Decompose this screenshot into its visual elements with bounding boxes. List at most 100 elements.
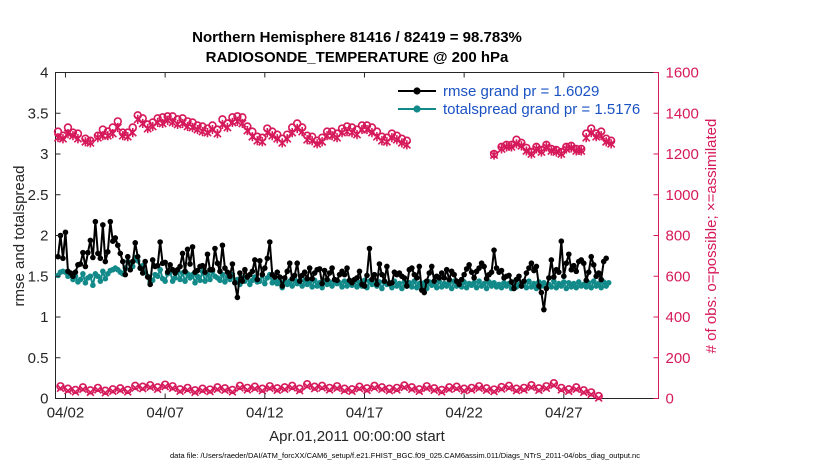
- obs-assimilated-point: [594, 394, 603, 403]
- obs-possible-point: [370, 381, 379, 391]
- obs-assimilated-point: [402, 140, 412, 150]
- x-tick-label: 04/02: [47, 405, 85, 422]
- obs-assimilated-point: [490, 387, 499, 396]
- rmse-point: [55, 253, 61, 260]
- y-left-tick-label: 2: [40, 228, 48, 245]
- obs-assimilated-point: [312, 139, 322, 149]
- rmse-point: [259, 271, 266, 278]
- rmse-point: [309, 275, 315, 282]
- obs-assimilated-point: [602, 137, 611, 147]
- rmse-point: [334, 277, 340, 284]
- obs-possible-point: [557, 383, 566, 393]
- obs-assimilated-point: [268, 131, 277, 141]
- obs-assimilated-point: [392, 135, 402, 145]
- rmse-point: [177, 263, 183, 270]
- obs-possible-point: [56, 382, 65, 391]
- obs-assimilated-point: [138, 384, 147, 393]
- obs-possible-point: [542, 382, 551, 391]
- obs-assimilated-point: [265, 384, 274, 393]
- obs-assimilated-point: [293, 123, 302, 134]
- obs-assimilated-point: [213, 129, 222, 139]
- obs-assimilated-point: [415, 387, 424, 396]
- obs-assimilated-point: [108, 387, 117, 396]
- rmse-point: [90, 254, 96, 261]
- obs-possible-point: [280, 383, 289, 392]
- obs-possible-point: [213, 383, 222, 392]
- rmse-point: [187, 261, 193, 267]
- obs-assimilated-point: [233, 116, 242, 126]
- rmse-point: [102, 258, 109, 265]
- totalspread-point: [595, 280, 602, 287]
- obs-assimilated-point: [307, 136, 317, 146]
- totalspread-point: [541, 279, 547, 286]
- obs-possible-point: [430, 384, 439, 393]
- obs-assimilated-point: [400, 383, 409, 392]
- obs-assimilated-point: [452, 384, 461, 393]
- obs-assimilated-point: [198, 386, 207, 395]
- totalspread-point: [222, 279, 228, 285]
- obs-assimilated-point: [355, 384, 364, 393]
- rmse-point: [526, 265, 532, 271]
- rmse-point: [511, 285, 517, 292]
- rmse-point: [341, 271, 348, 278]
- obs-assimilated-point: [243, 385, 252, 394]
- rmse-point: [124, 253, 131, 260]
- obs-possible-point: [145, 381, 155, 390]
- rmse-point: [117, 250, 124, 257]
- rmse-point: [561, 273, 567, 280]
- obs-possible-point: [243, 383, 252, 393]
- rmse-point: [209, 266, 216, 273]
- rmse-point: [506, 272, 512, 279]
- obs-assimilated-point: [168, 117, 177, 128]
- obs-possible-point: [392, 383, 402, 393]
- obs-assimilated-point: [606, 139, 616, 149]
- rmse-point: [179, 250, 186, 257]
- rmse-point: [438, 270, 445, 276]
- totalspread-point: [590, 278, 597, 284]
- totalspread-point: [526, 278, 532, 284]
- rmse-point: [384, 263, 390, 270]
- obs-possible-point: [302, 380, 312, 389]
- totalspread-point: [262, 280, 268, 287]
- obs-assimilated-point: [347, 128, 357, 138]
- rmse-point: [366, 245, 373, 252]
- obs-possible-point: [534, 384, 544, 393]
- rmse-point: [257, 257, 263, 264]
- obs-assimilated-point: [512, 139, 521, 149]
- rmse-point: [199, 262, 206, 269]
- obs-assimilated-point: [572, 385, 581, 394]
- obs-assimilated-point: [288, 383, 297, 392]
- totalspread-point: [473, 284, 480, 291]
- obs-assimilated-point: [86, 138, 95, 148]
- obs-assimilated-point: [113, 122, 122, 133]
- obs-assimilated-point: [397, 138, 407, 148]
- obs-assimilated-point: [158, 118, 167, 129]
- rmse-point: [87, 237, 94, 244]
- rmse-point: [598, 276, 604, 283]
- rmse-point: [80, 249, 86, 256]
- obs-possible-point: [108, 385, 118, 394]
- rmse-point: [354, 275, 360, 281]
- obs-assimilated-point: [522, 146, 531, 156]
- totalspread-point: [433, 284, 440, 291]
- obs-assimilated-point: [549, 381, 558, 390]
- obs-assimilated-point: [445, 385, 454, 394]
- totalspread-point: [154, 273, 161, 280]
- rmse-point: [329, 265, 335, 271]
- totalspread-point: [498, 284, 505, 291]
- rmse-point: [374, 281, 380, 288]
- totalspread-point: [583, 284, 590, 290]
- rmse-point: [573, 268, 580, 275]
- totalspread-point: [162, 278, 168, 284]
- obs-possible-point: [362, 384, 372, 393]
- y-left-axis-label: rmse and totalspread: [11, 166, 28, 307]
- totalspread-point: [319, 284, 325, 291]
- totalspread-point: [399, 285, 405, 292]
- rmse-point: [379, 271, 385, 278]
- obs-assimilated-point: [78, 385, 87, 394]
- obs-assimilated-point: [213, 385, 222, 394]
- rmse-point: [162, 259, 168, 266]
- rmse-point: [137, 265, 144, 271]
- obs-possible-point: [101, 386, 110, 395]
- obs-possible-point: [71, 385, 80, 395]
